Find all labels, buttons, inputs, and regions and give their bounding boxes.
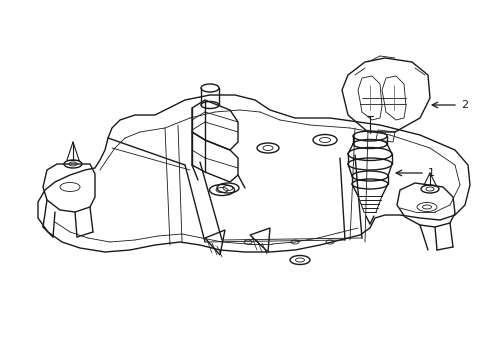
Text: 1: 1: [427, 168, 434, 178]
Text: 2: 2: [460, 100, 467, 110]
